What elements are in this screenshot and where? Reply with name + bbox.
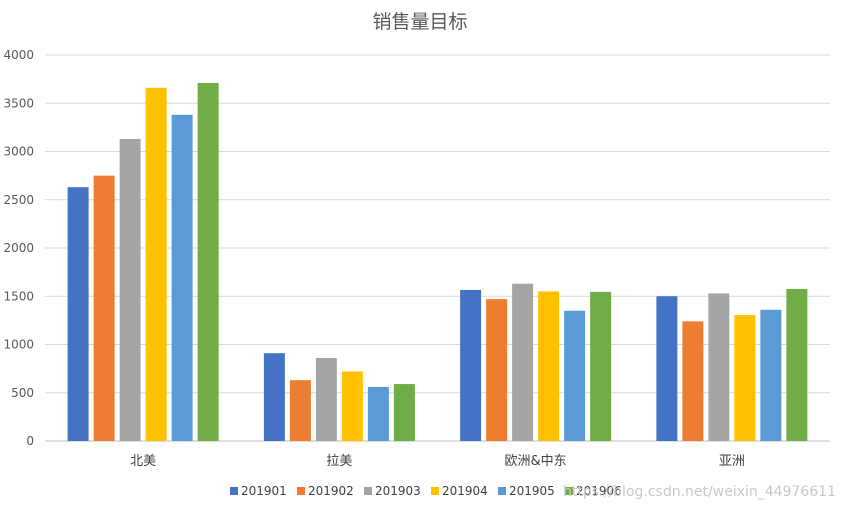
legend-swatch <box>498 487 506 495</box>
y-tick-label: 2500 <box>3 193 34 207</box>
bar-201903 <box>315 358 337 441</box>
bar-201906 <box>786 289 808 441</box>
bars <box>67 82 808 442</box>
legend-label: 201906 <box>576 484 622 498</box>
legend-label: 201902 <box>308 484 354 498</box>
bar-201901 <box>263 353 285 441</box>
y-tick-label: 500 <box>11 386 34 400</box>
legend-swatch <box>230 487 238 495</box>
y-tick-label: 3000 <box>3 145 34 159</box>
watermark-text: https://blog.csdn.net/weixin_44976611 <box>563 484 836 500</box>
bar-201903 <box>708 293 730 441</box>
x-category-label: 欧洲&中东 <box>505 454 567 469</box>
bar-201903 <box>119 138 141 441</box>
bar-201901 <box>656 296 678 441</box>
bar-201904 <box>145 87 167 441</box>
bar-201902 <box>289 380 311 441</box>
bar-201902 <box>486 299 508 441</box>
legend-label: 201904 <box>442 484 488 498</box>
legend-swatch <box>431 487 439 495</box>
bar-201904 <box>538 291 560 441</box>
x-category-label: 北美 <box>130 454 156 469</box>
bar-201903 <box>512 283 534 441</box>
legend-swatch <box>297 487 305 495</box>
bar-201904 <box>734 315 756 441</box>
legend-swatch <box>565 487 573 495</box>
y-tick-label: 4000 <box>3 48 34 62</box>
bar-201906 <box>590 291 612 441</box>
bar-201905 <box>564 310 586 441</box>
bar-201906 <box>393 384 415 441</box>
y-tick-label: 0 <box>26 434 34 448</box>
legend-swatch <box>364 487 372 495</box>
legend-label: 201901 <box>241 484 287 498</box>
legend: 201901 201902 201903 201904 201905 201906 <box>230 484 622 498</box>
bar-201902 <box>93 175 115 441</box>
chart-title: 销售量目标 <box>372 11 467 33</box>
bar-201901 <box>67 187 89 441</box>
bar-201902 <box>682 321 704 441</box>
bar-201904 <box>341 371 363 441</box>
bar-201905 <box>171 114 193 441</box>
bar-201905 <box>367 386 389 441</box>
legend-label: 201903 <box>375 484 421 498</box>
y-tick-label: 1000 <box>3 338 34 352</box>
bar-201906 <box>197 82 219 442</box>
y-tick-label: 1500 <box>3 289 34 303</box>
x-category-label: 亚洲 <box>719 454 745 469</box>
bar-201905 <box>760 309 782 441</box>
y-axis-ticks: 0 500 1000 1500 2000 2500 3000 3500 4000 <box>3 48 34 448</box>
x-category-label: 拉美 <box>326 454 352 469</box>
y-tick-label: 3500 <box>3 96 34 110</box>
bar-201901 <box>460 289 482 441</box>
y-tick-label: 2000 <box>3 241 34 255</box>
legend-label: 201905 <box>509 484 555 498</box>
x-axis-labels: 北美 拉美 欧洲&中东 亚洲 <box>130 454 745 469</box>
